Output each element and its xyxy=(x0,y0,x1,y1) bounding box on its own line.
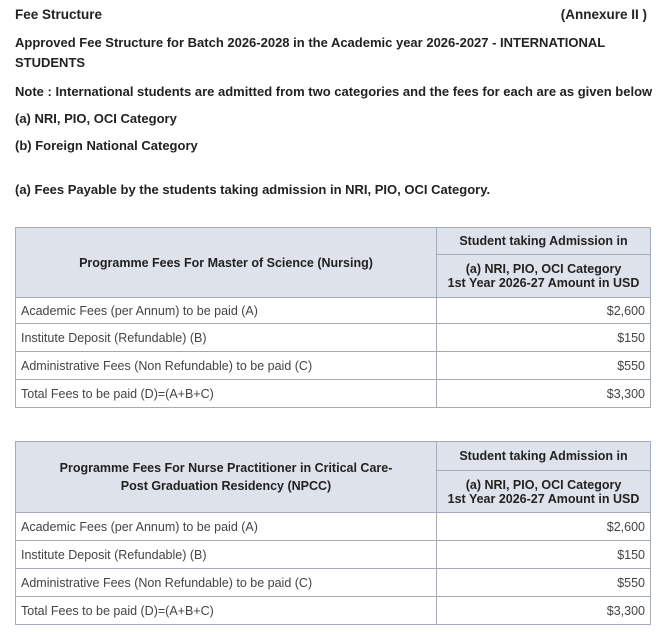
table-row: Institute Deposit (Refundable) (B) $150 xyxy=(15,540,651,569)
row-amount: $2,600 xyxy=(436,512,651,541)
doc-title: Fee Structure xyxy=(15,7,103,22)
row-amount: $550 xyxy=(436,568,651,597)
fee-table-msc: Programme Fees For Master of Science (Nu… xyxy=(15,227,651,408)
annexure-label: (Annexure II ) xyxy=(560,7,647,22)
category-a: (a) NRI, PIO, OCI Category xyxy=(15,111,177,126)
year-label: 1st Year 2026-27 Amount in USD xyxy=(447,491,640,506)
row-label: Academic Fees (per Annum) to be paid (A) xyxy=(15,297,437,324)
table-row: Administrative Fees (Non Refundable) to … xyxy=(15,351,651,380)
intro-heading-2: STUDENTS xyxy=(15,55,86,70)
category-b: (b) Foreign National Category xyxy=(15,138,198,153)
row-label: Administrative Fees (Non Refundable) to … xyxy=(15,568,437,597)
fee-table-npcc: Programme Fees For Nurse Practitioner in… xyxy=(15,441,651,625)
table-row: Academic Fees (per Annum) to be paid (A)… xyxy=(15,512,651,541)
row-amount: $550 xyxy=(436,351,651,380)
table-row: Institute Deposit (Refundable) (B) $150 xyxy=(15,323,651,352)
col-subheader: (a) NRI, PIO, OCI Category 1st Year 2026-… xyxy=(436,254,651,298)
row-amount: $3,300 xyxy=(436,596,651,625)
row-amount: $150 xyxy=(436,540,651,569)
section-heading: (a) Fees Payable by the students taking … xyxy=(15,182,491,197)
row-amount: $3,300 xyxy=(436,379,651,408)
col-header: Student taking Admission in xyxy=(436,441,651,471)
row-label: Administrative Fees (Non Refundable) to … xyxy=(15,351,437,380)
row-label: Institute Deposit (Refundable) (B) xyxy=(15,540,437,569)
programme-line-2: Post Graduation Residency (NPCC) xyxy=(120,479,332,493)
row-label: Total Fees to be paid (D)=(A+B+C) xyxy=(15,379,437,408)
row-amount: $2,600 xyxy=(436,297,651,324)
row-label: Total Fees to be paid (D)=(A+B+C) xyxy=(15,596,437,625)
intro-heading: Approved Fee Structure for Batch 2026-20… xyxy=(15,35,606,50)
programme-line-1: Programme Fees For Nurse Practitioner in… xyxy=(59,461,393,475)
table-row: Administrative Fees (Non Refundable) to … xyxy=(15,568,651,597)
programme-header: Programme Fees For Nurse Practitioner in… xyxy=(15,441,437,513)
col-header: Student taking Admission in xyxy=(436,227,651,255)
row-amount: $150 xyxy=(436,323,651,352)
table-row: Total Fees to be paid (D)=(A+B+C) $3,300 xyxy=(15,596,651,625)
year-label: 1st Year 2026-27 Amount in USD xyxy=(447,276,640,290)
table-row: Academic Fees (per Annum) to be paid (A)… xyxy=(15,297,651,324)
table-row: Total Fees to be paid (D)=(A+B+C) $3,300 xyxy=(15,379,651,408)
row-label: Institute Deposit (Refundable) (B) xyxy=(15,323,437,352)
category-label: (a) NRI, PIO, OCI Category xyxy=(465,477,622,492)
row-label: Academic Fees (per Annum) to be paid (A) xyxy=(15,512,437,541)
category-label: (a) NRI, PIO, OCI Category xyxy=(465,262,622,276)
programme-header: Programme Fees For Master of Science (Nu… xyxy=(15,227,437,298)
note: Note : International students are admitt… xyxy=(15,84,653,99)
col-subheader: (a) NRI, PIO, OCI Category 1st Year 2026-… xyxy=(436,470,651,513)
